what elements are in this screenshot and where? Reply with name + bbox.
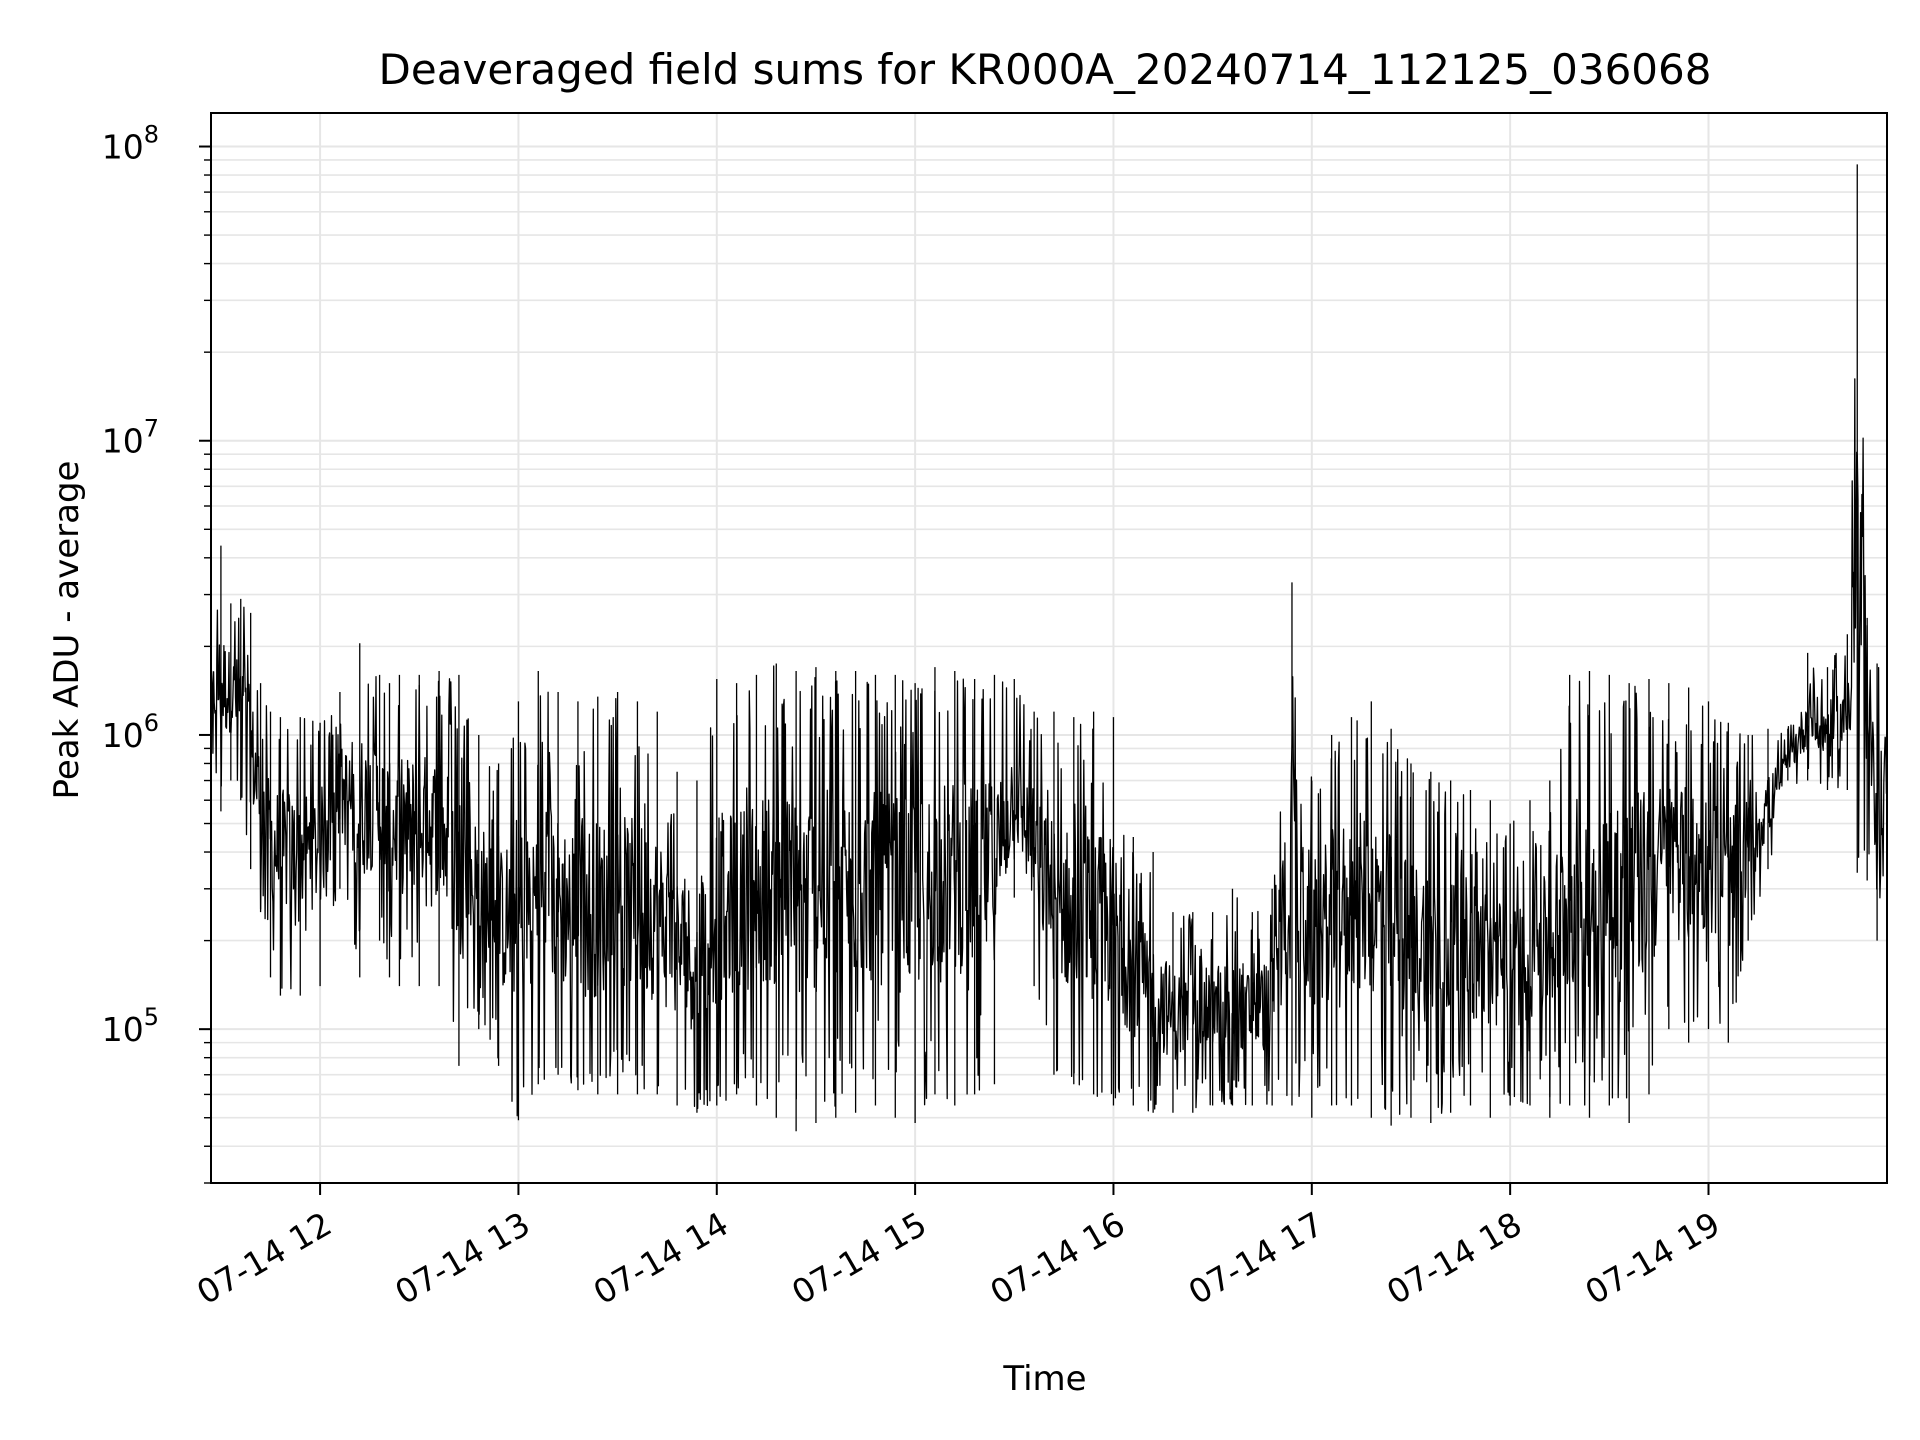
data-series bbox=[210, 164, 1888, 1132]
x-axis-label: Time bbox=[1002, 1359, 1086, 1399]
y-tick-label: 107 bbox=[102, 415, 159, 461]
y-tick-label: 106 bbox=[102, 709, 159, 755]
y-axis-label: Peak ADU - average bbox=[47, 461, 87, 800]
plot-frame bbox=[210, 112, 1888, 1184]
y-tick-label: 105 bbox=[102, 1003, 159, 1049]
series-line bbox=[210, 378, 1888, 1117]
y-tick-label: 108 bbox=[102, 121, 159, 167]
chart-title: Deaveraged field sums for KR000A_2024071… bbox=[379, 45, 1712, 94]
